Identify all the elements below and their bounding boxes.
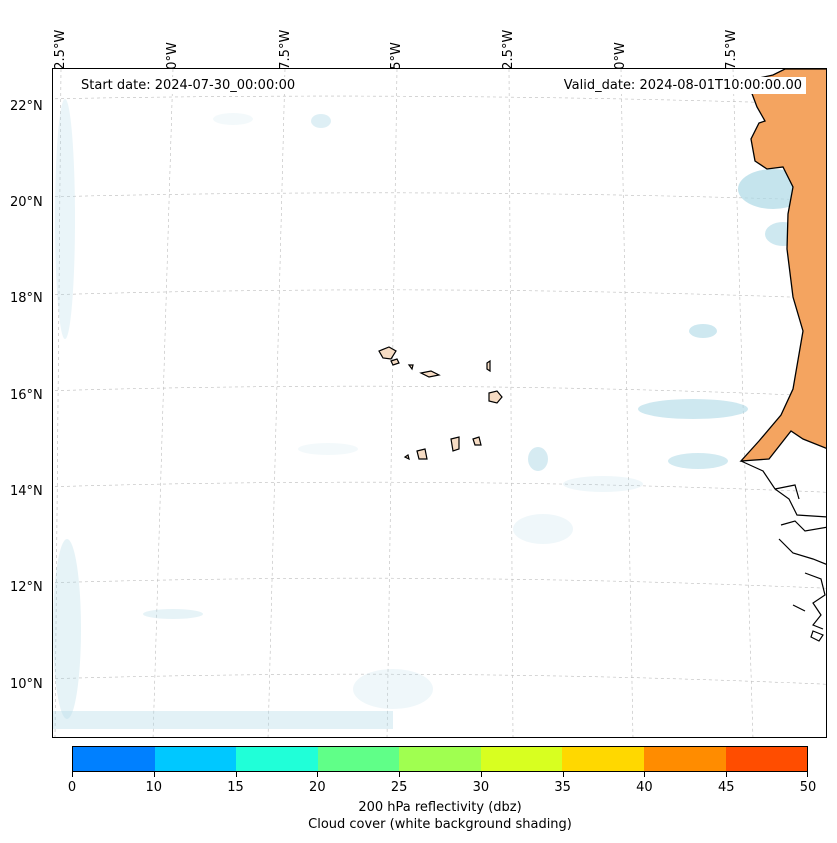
graticule (53, 69, 826, 737)
colorbar-segment (317, 747, 400, 771)
colorbar-tick (399, 772, 401, 777)
coastline (740, 460, 826, 642)
latitude-label: 12°N (10, 580, 43, 595)
colorbar (72, 746, 808, 772)
colorbar-tick (235, 772, 237, 777)
colorbar-segment (236, 747, 318, 771)
colorbar-tick-label: 50 (799, 780, 817, 795)
colorbar-segment (399, 747, 481, 771)
colorbar-tick-label: 0 (67, 780, 77, 795)
map-panel: Start date: 2024-07-30_00:00:00 Valid_da… (52, 68, 827, 738)
latitude-label: 22°N (10, 99, 43, 114)
colorbar-tick (480, 772, 482, 777)
colorbar-segment (643, 747, 726, 771)
latitude-label: 10°N (10, 677, 43, 692)
colorbar-tick (317, 772, 319, 777)
colorbar-tick (807, 772, 808, 777)
map-canvas (53, 69, 826, 737)
colorbar-segment (725, 747, 808, 771)
colorbar-segment (73, 747, 155, 771)
colorbar-tick (72, 772, 73, 777)
colorbar-tick-label: 40 (636, 780, 653, 795)
colorbar-tick (562, 772, 564, 777)
colorbar-segment (480, 747, 563, 771)
start-date-label: Start date: 2024-07-30_00:00:00 (77, 77, 300, 94)
colorbar-tick (726, 772, 728, 777)
colorbar-tick-label: 15 (227, 780, 244, 795)
colorbar-tick (153, 772, 155, 777)
colorbar-tick (644, 772, 646, 777)
colorbar-subtitle: Cloud cover (white background shading) (308, 817, 572, 832)
latitude-label: 18°N (10, 291, 43, 306)
cape-verde-islands (378, 346, 503, 461)
colorbar-tick-label: 45 (717, 780, 735, 795)
colorbar-tick-label: 30 (472, 780, 490, 795)
colorbar-tick-label: 20 (309, 780, 326, 795)
cloud-cover (53, 99, 808, 729)
latitude-label: 20°N (10, 195, 43, 210)
colorbar-segment (154, 747, 237, 771)
colorbar-tick-label: 25 (390, 780, 408, 795)
latitude-label: 16°N (10, 388, 43, 403)
colorbar-title: 200 hPa reflectivity (dbz) (358, 800, 522, 815)
colorbar-tick-label: 35 (554, 780, 571, 795)
africa-coast-land (739, 69, 826, 462)
latitude-label: 14°N (10, 484, 43, 499)
colorbar-tick-label: 10 (145, 780, 163, 795)
colorbar-segment (562, 747, 644, 771)
valid-date-label: Valid_date: 2024-08-01T10:00:00.00 (559, 77, 806, 94)
